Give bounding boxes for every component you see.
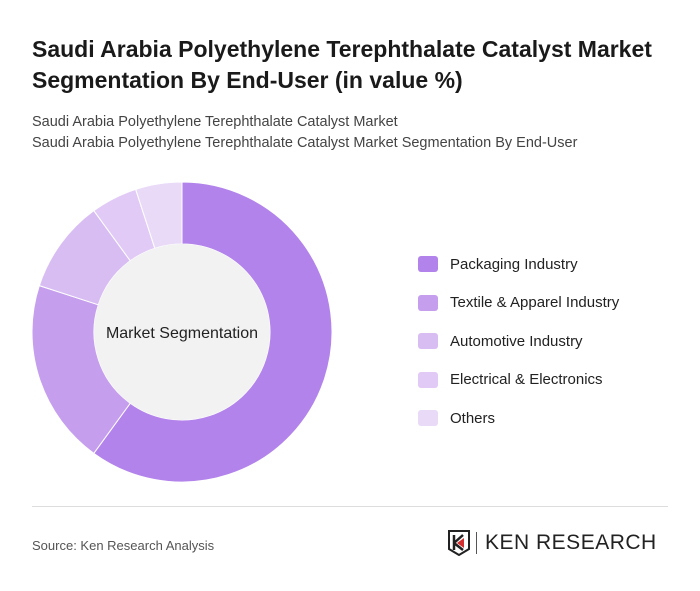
legend-label: Electrical & Electronics [450, 371, 603, 389]
legend-item: Packaging Industry [418, 245, 619, 284]
legend-label: Textile & Apparel Industry [450, 294, 620, 312]
legend-swatch [418, 294, 438, 311]
subtitle-1: Saudi Arabia Polyethylene Terephthalate … [32, 114, 398, 130]
legend-label: Others [450, 409, 496, 427]
legend-swatch [418, 256, 438, 273]
center-label: Market Segmentation [106, 325, 258, 342]
legend: Packaging Industry Textile & Apparel Ind… [418, 245, 619, 438]
legend-label: Packaging Industry [450, 255, 578, 273]
legend-label: Automotive Industry [450, 332, 583, 350]
divider [32, 506, 668, 507]
legend-swatch [418, 410, 438, 427]
logo-text: KEN RESEARCH [485, 531, 657, 554]
legend-item: Others [418, 399, 619, 438]
legend-swatch [418, 333, 438, 350]
source-note: Source: Ken Research Analysis [32, 538, 215, 553]
subtitle-2: Saudi Arabia Polyethylene Terephthalate … [32, 135, 578, 151]
donut-chart: Market Segmentation [31, 181, 333, 483]
legend-item: Automotive Industry [418, 322, 619, 361]
legend-item: Textile & Apparel Industry [418, 284, 619, 323]
legend-item: Electrical & Electronics [418, 361, 619, 400]
chart-title: Saudi Arabia Polyethylene Terephthalate … [32, 36, 652, 93]
ken-research-logo: KEN RESEARCH [448, 530, 657, 556]
logo-shield-icon [448, 530, 470, 556]
donut-center [94, 244, 270, 420]
legend-swatch [418, 371, 438, 388]
